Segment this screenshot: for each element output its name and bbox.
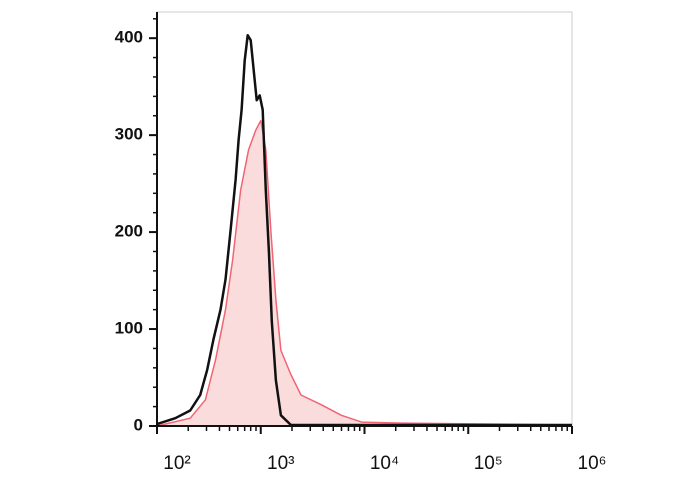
y-tick-label: 200	[115, 222, 143, 241]
x-tick-label: 10⁵	[474, 453, 503, 474]
area	[157, 120, 572, 426]
y-tick-label: 300	[115, 125, 143, 144]
y-tick-label: 400	[115, 28, 143, 47]
x-tick-label: 10⁴	[370, 453, 399, 474]
line	[156, 119, 573, 427]
y-tick-label: 100	[115, 319, 143, 338]
x-tick-label: 10⁶	[578, 453, 607, 474]
x-tick-label: 10³	[267, 453, 294, 474]
x-tick-label: 10²	[163, 453, 190, 474]
line	[156, 34, 572, 427]
y-tick-label: 0	[134, 415, 143, 434]
